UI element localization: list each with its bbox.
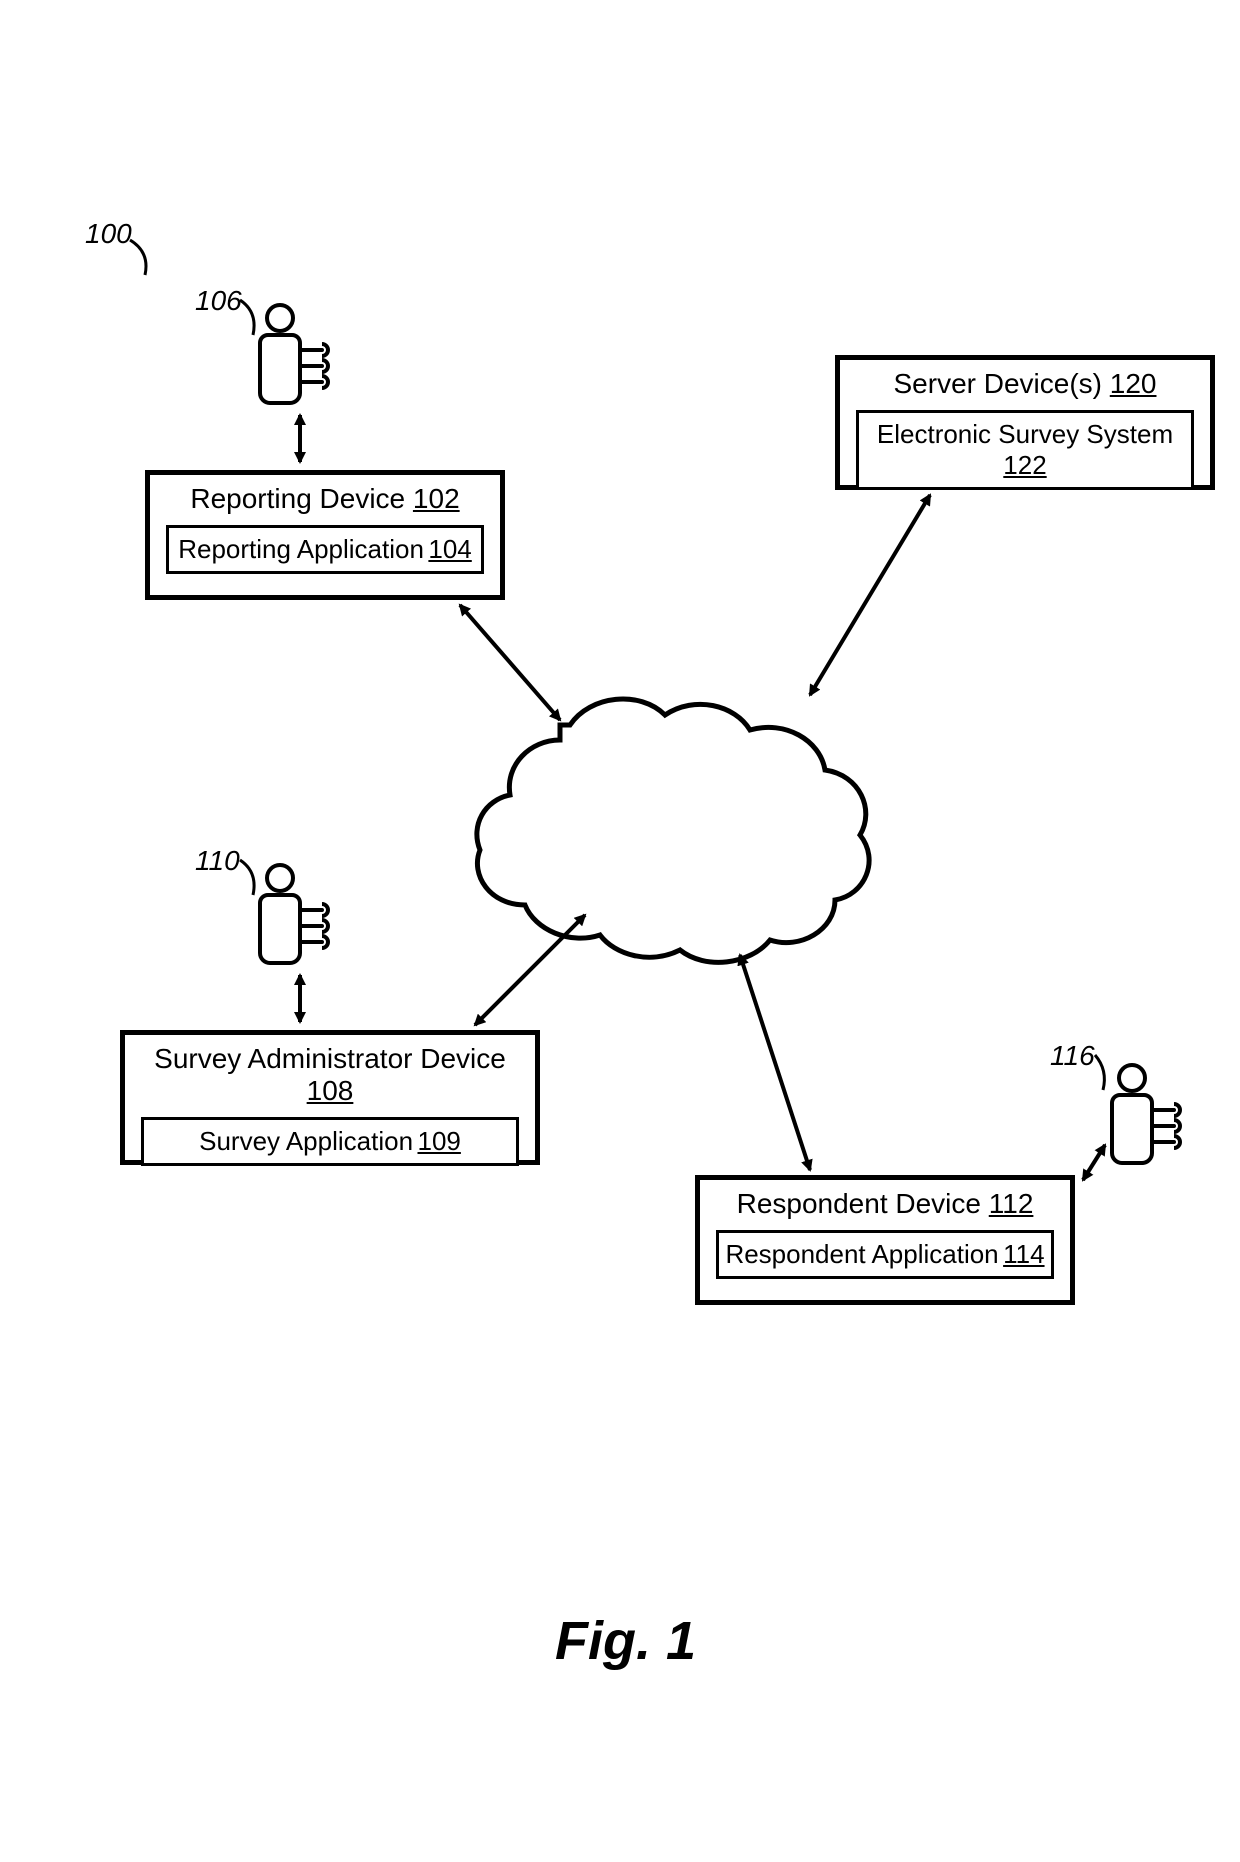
edge-reporting-network <box>460 605 560 720</box>
svg-overlay <box>0 0 1240 1862</box>
reporting-device-label: Reporting Device <box>190 483 405 514</box>
survey-application-ref: 109 <box>417 1126 460 1156</box>
edge-respondent-network <box>740 955 810 1170</box>
admin-user-ref: 110 <box>195 845 240 877</box>
respondent-user-ref: 116 <box>1050 1040 1095 1072</box>
survey-application-box: Survey Application 109 <box>141 1117 519 1166</box>
diagram-canvas: 100 Reporting Device 102 Reporting Appli… <box>0 0 1240 1862</box>
reporting-device-title: Reporting Device 102 <box>150 475 500 517</box>
reporting-user-icon <box>260 305 328 403</box>
reporting-application-box: Reporting Application 104 <box>166 525 484 574</box>
survey-admin-device-ref: 108 <box>307 1075 354 1106</box>
reporting-device-box: Reporting Device 102 Reporting Applicati… <box>145 470 505 600</box>
server-inner-box: Electronic Survey System 122 <box>856 410 1194 490</box>
respondent-application-box: Respondent Application 114 <box>716 1230 1054 1279</box>
server-device-title: Server Device(s) 120 <box>840 360 1210 402</box>
respondent-device-label: Respondent Device <box>737 1188 981 1219</box>
network-ref: 118 <box>656 809 704 842</box>
respondent-device-ref: 112 <box>989 1188 1034 1219</box>
survey-admin-device-label: Survey Administrator Device <box>154 1043 506 1074</box>
reporting-user-leader <box>240 300 254 335</box>
server-inner-ref: 122 <box>1003 450 1046 480</box>
server-device-label: Server Device(s) <box>894 368 1102 399</box>
respondent-application-label: Respondent Application <box>725 1239 998 1269</box>
network-label: Network <box>625 775 735 808</box>
reporting-user-ref: 106 <box>195 285 242 317</box>
edge-server-network <box>810 495 930 695</box>
edge-respondent-user-device <box>1083 1145 1105 1180</box>
respondent-device-title: Respondent Device 112 <box>700 1180 1070 1222</box>
edge-admin-network <box>475 915 585 1025</box>
reporting-device-ref: 102 <box>413 483 460 514</box>
reporting-application-label: Reporting Application <box>178 534 424 564</box>
survey-admin-device-title: Survey Administrator Device 108 <box>125 1035 535 1109</box>
system-ref-leader <box>130 240 146 275</box>
figure-label: Fig. 1 <box>555 1610 696 1672</box>
server-device-ref: 120 <box>1110 368 1157 399</box>
server-device-box: Server Device(s) 120 Electronic Survey S… <box>835 355 1215 490</box>
reporting-application-ref: 104 <box>428 534 471 564</box>
respondent-application-ref: 114 <box>1003 1239 1044 1269</box>
respondent-device-box: Respondent Device 112 Respondent Applica… <box>695 1175 1075 1305</box>
server-inner-label: Electronic Survey System <box>877 419 1173 449</box>
system-ref-label: 100 <box>85 218 132 250</box>
respondent-user-leader <box>1095 1055 1104 1090</box>
respondent-user-icon <box>1112 1065 1180 1163</box>
survey-application-label: Survey Application <box>199 1126 413 1156</box>
admin-user-leader <box>240 860 254 895</box>
network-cloud-text: Network 118 <box>620 775 740 843</box>
survey-admin-device-box: Survey Administrator Device 108 Survey A… <box>120 1030 540 1165</box>
admin-user-icon <box>260 865 328 963</box>
